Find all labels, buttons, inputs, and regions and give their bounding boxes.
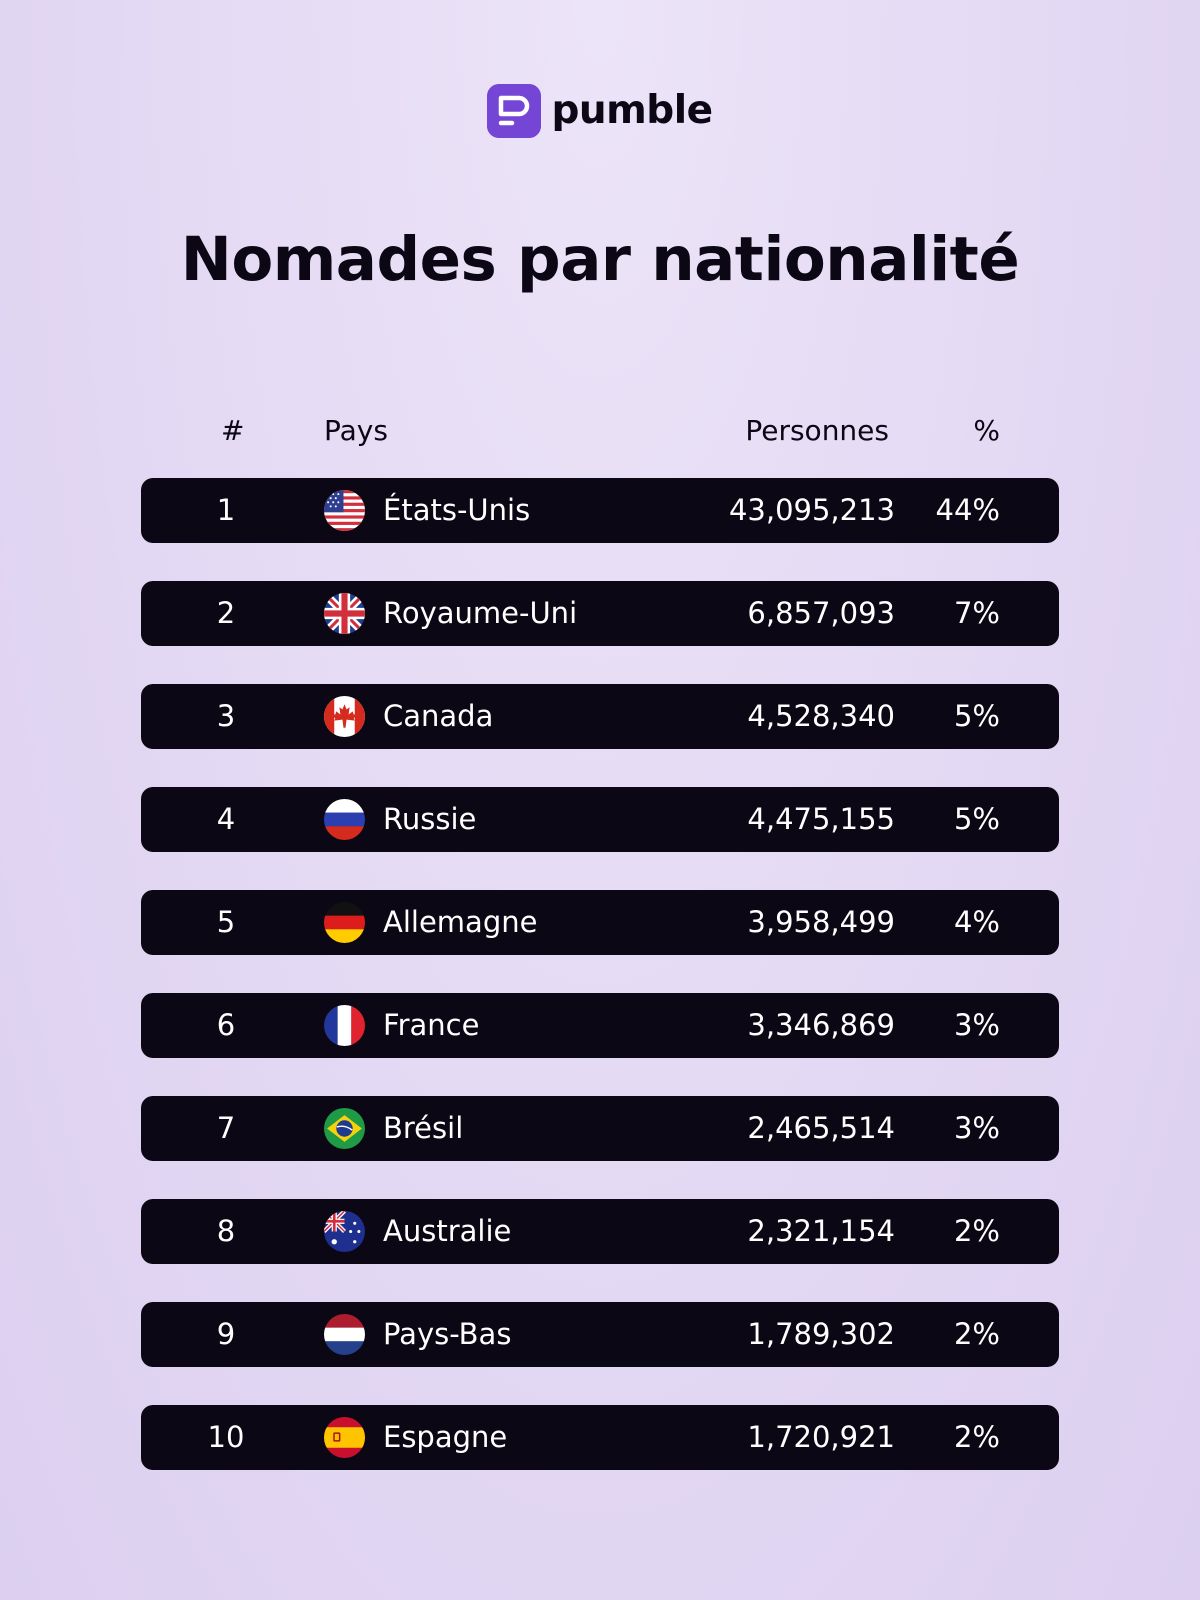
row-rank: 1 (216, 493, 236, 527)
column-header-percent: % (973, 414, 1000, 447)
row-rank: 8 (216, 1214, 236, 1248)
row-percent: 5% (953, 699, 1000, 733)
table-row: 1 États-Unis 43,095,213 44% (141, 478, 1059, 543)
table-row: 7 Brésil 2,465,514 3% (141, 1096, 1059, 1161)
column-header-rank: # (221, 414, 245, 447)
row-country: France (383, 1008, 480, 1042)
row-rank: 4 (216, 802, 236, 836)
table-header: # Pays Personnes % (141, 410, 1059, 450)
row-percent: 3% (953, 1111, 1000, 1145)
row-country: Espagne (383, 1420, 508, 1454)
table-row: 10 Espagne 1,720,921 2% (141, 1405, 1059, 1470)
pumble-logo-icon (487, 84, 542, 138)
row-rank: 5 (216, 905, 236, 939)
row-rank: 9 (216, 1317, 236, 1351)
brand-logo: pumble (0, 84, 1200, 138)
row-country: Pays-Bas (383, 1317, 512, 1351)
row-people: 6,857,093 (747, 596, 895, 630)
table-row: 6 France 3,346,869 3% (141, 993, 1059, 1058)
row-rank: 7 (216, 1111, 236, 1145)
row-country: États-Unis (383, 493, 531, 527)
table-row: 4 Russie 4,475,155 5% (141, 787, 1059, 852)
page-title: Nomades par nationalité (180, 224, 1020, 295)
uk-flag-icon (324, 593, 365, 634)
table-row: 3 Canada 4,528,340 5% (141, 684, 1059, 749)
row-percent: 4% (953, 905, 1000, 939)
brand-name: pumble (551, 88, 713, 133)
table-row: 9 Pays-Bas 1,789,302 2% (141, 1302, 1059, 1367)
row-percent: 5% (953, 802, 1000, 836)
australia-flag-icon (324, 1211, 365, 1252)
row-rank: 2 (216, 596, 236, 630)
canada-flag-icon (324, 696, 365, 737)
row-percent: 7% (953, 596, 1000, 630)
row-country: Russie (383, 802, 477, 836)
row-people: 4,475,155 (747, 802, 895, 836)
row-rank: 10 (207, 1420, 245, 1454)
row-percent: 2% (953, 1317, 1000, 1351)
row-rank: 6 (216, 1008, 236, 1042)
row-country: Allemagne (383, 905, 538, 939)
column-header-country: Pays (324, 414, 388, 447)
row-people: 4,528,340 (747, 699, 895, 733)
germany-flag-icon (324, 902, 365, 943)
column-header-people: Personnes (745, 414, 889, 447)
us-flag-icon (324, 490, 365, 531)
row-people: 1,789,302 (747, 1317, 895, 1351)
france-flag-icon (324, 1005, 365, 1046)
row-country: Australie (383, 1214, 512, 1248)
row-country: Brésil (383, 1111, 464, 1145)
row-country: Royaume-Uni (383, 596, 578, 630)
row-people: 2,321,154 (747, 1214, 895, 1248)
row-percent: 3% (953, 1008, 1000, 1042)
table-row: 8 Australie 2,321,154 2% (141, 1199, 1059, 1264)
netherlands-flag-icon (324, 1314, 365, 1355)
row-people: 3,958,499 (747, 905, 895, 939)
russia-flag-icon (324, 799, 365, 840)
table-row: 2 Royaume-Uni 6,857,093 7% (141, 581, 1059, 646)
row-people: 43,095,213 (728, 493, 895, 527)
table-row: 5 Allemagne 3,958,499 4% (141, 890, 1059, 955)
brazil-flag-icon (324, 1108, 365, 1149)
row-rank: 3 (216, 699, 236, 733)
row-people: 3,346,869 (747, 1008, 895, 1042)
row-percent: 2% (953, 1420, 1000, 1454)
row-percent: 2% (953, 1214, 1000, 1248)
row-country: Canada (383, 699, 494, 733)
row-people: 2,465,514 (747, 1111, 895, 1145)
spain-flag-icon (324, 1417, 365, 1458)
table-body: 1 États-Unis 43,095,213 44% 2 Royaume-Uni 6,85… (141, 478, 1059, 1508)
row-people: 1,720,921 (747, 1420, 895, 1454)
row-percent: 44% (935, 493, 1000, 527)
